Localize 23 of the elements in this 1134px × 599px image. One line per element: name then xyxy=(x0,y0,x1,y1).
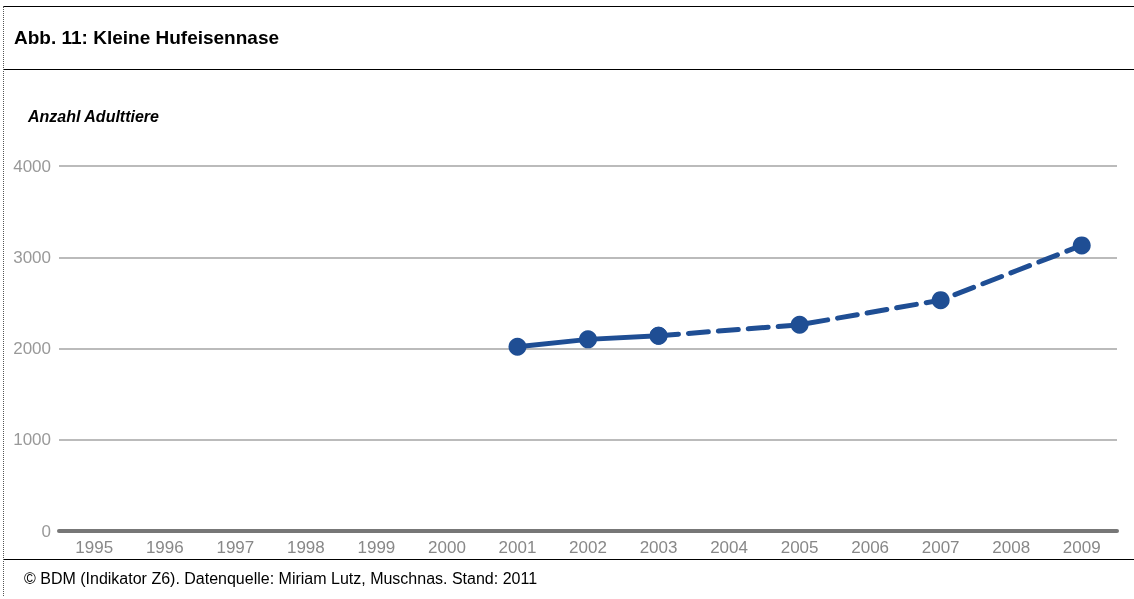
x-tick-label: 1997 xyxy=(216,538,255,557)
x-tick-label: 2009 xyxy=(1062,538,1101,557)
x-tick-label: 2003 xyxy=(639,538,678,557)
text: © BDM (Indikator Z6). Datenquelle: Miriam Lutz, Muschnas. Stand: 2011 xyxy=(4,559,1134,596)
x-tick-label: 1998 xyxy=(286,538,325,557)
x-tick-label: 1999 xyxy=(357,538,396,557)
x-tick-label: 2001 xyxy=(498,538,537,557)
x-tick-label: 2000 xyxy=(428,538,466,557)
y-tick-label: 0 xyxy=(41,521,51,541)
x-tick-label: 2008 xyxy=(992,538,1031,557)
x-tick-label: 1996 xyxy=(145,538,184,557)
y-tick-label: 2000 xyxy=(13,339,51,358)
x-tick-label: 2005 xyxy=(780,538,819,557)
y-tick-label: 4000 xyxy=(13,156,51,176)
x-tick-label: 2004 xyxy=(710,538,748,557)
y-tick-label: 3000 xyxy=(13,247,51,267)
x-tick-label: 2006 xyxy=(851,538,890,557)
y-tick-label: 1000 xyxy=(13,430,51,450)
chart-title: Abb. 11: Kleine Hufeisennase xyxy=(4,6,1134,70)
x-tick-label: 2002 xyxy=(569,538,607,557)
y-axis-title: Anzahl Adulttiere xyxy=(28,108,159,126)
x-tick-label: 2007 xyxy=(921,538,960,557)
x-tick-label: 1995 xyxy=(75,538,114,557)
